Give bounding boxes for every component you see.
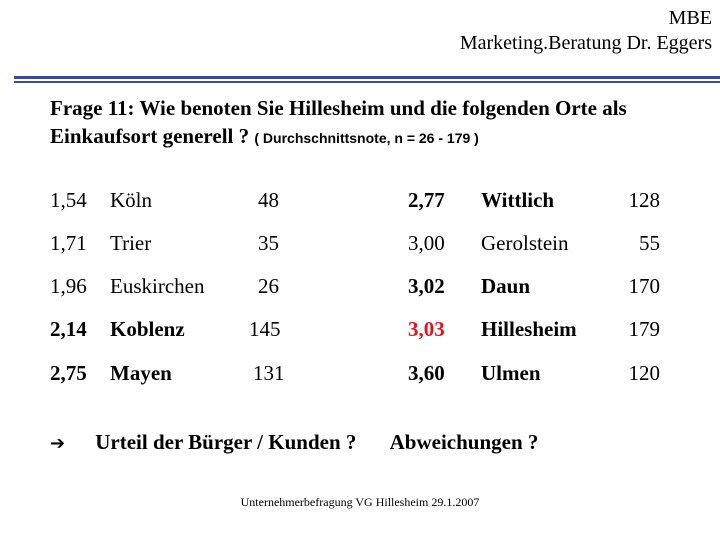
count-cell: 26 bbox=[258, 274, 279, 298]
grade-cell: 1,71 bbox=[50, 231, 87, 255]
grade-cell: 1,54 bbox=[50, 188, 87, 212]
count-cell: 48 bbox=[258, 188, 279, 212]
right-arrow-icon: ➔ bbox=[50, 433, 66, 454]
table-row: 2,14 Koblenz 145 3,03 Hillesheim 179 bbox=[0, 317, 720, 347]
slide-footer: Unternehmerbefragung VG Hillesheim 29.1.… bbox=[240, 495, 480, 509]
place-cell: Wittlich bbox=[481, 188, 555, 212]
count-cell: 170 bbox=[628, 274, 661, 298]
conclusion-question-1: Urteil der Bürger / Kunden ? bbox=[95, 430, 357, 454]
grade-cell: 2,77 bbox=[408, 188, 445, 212]
company-abbrev: MBE bbox=[668, 7, 712, 29]
count-cell: 120 bbox=[628, 361, 661, 385]
grade-cell: 2,14 bbox=[50, 317, 87, 341]
grade-cell: 3,60 bbox=[408, 361, 445, 385]
table-row: 1,71 Trier 35 3,00 Gerolstein 55 bbox=[0, 231, 720, 261]
place-cell: Köln bbox=[110, 188, 152, 212]
conclusion-question-2: Abweichungen ? bbox=[389, 430, 539, 454]
highlight-grade-cell: 3,03 bbox=[408, 317, 445, 341]
place-cell: Mayen bbox=[110, 361, 172, 385]
count-cell: 128 bbox=[628, 188, 661, 212]
place-cell: Koblenz bbox=[110, 317, 185, 341]
count-cell: 131 bbox=[253, 361, 285, 385]
company-name: Marketing.Beratung Dr. Eggers bbox=[459, 32, 712, 54]
count-cell: 179 bbox=[628, 317, 661, 341]
conclusion-line: ➔ Urteil der Bürger / Kunden ? Abweichun… bbox=[50, 430, 538, 455]
grade-cell: 2,75 bbox=[50, 361, 87, 385]
count-cell: 55 bbox=[639, 231, 660, 255]
place-cell: Gerolstein bbox=[481, 231, 569, 255]
count-cell: 35 bbox=[258, 231, 279, 255]
grade-cell: 3,00 bbox=[408, 231, 445, 255]
place-cell: Ulmen bbox=[481, 361, 541, 385]
header-divider-thin bbox=[14, 81, 720, 83]
table-row: 1,96 Euskirchen 26 3,02 Daun 170 bbox=[0, 274, 720, 304]
highlight-place-cell: Hillesheim bbox=[481, 317, 577, 341]
grade-cell: 3,02 bbox=[408, 274, 445, 298]
question-note: ( Durchschnittsnote, n = 26 - 179 ) bbox=[254, 130, 479, 146]
slide-question: Frage 11: Wie benoten Sie Hillesheim und… bbox=[50, 94, 710, 152]
place-cell: Trier bbox=[110, 231, 152, 255]
grade-cell: 1,96 bbox=[50, 274, 87, 298]
company-header: MBE Marketing.Beratung Dr. Eggers bbox=[460, 6, 712, 56]
place-cell: Daun bbox=[481, 274, 531, 298]
header-divider-thick bbox=[14, 76, 720, 79]
count-cell: 145 bbox=[249, 317, 281, 341]
table-row: 1,54 Köln 48 2,77 Wittlich 128 bbox=[0, 188, 720, 218]
question-text: Frage 11: Wie benoten Sie Hillesheim und… bbox=[50, 96, 627, 148]
place-cell: Euskirchen bbox=[110, 274, 205, 298]
table-row: 2,75 Mayen 131 3,60 Ulmen 120 bbox=[0, 361, 720, 391]
